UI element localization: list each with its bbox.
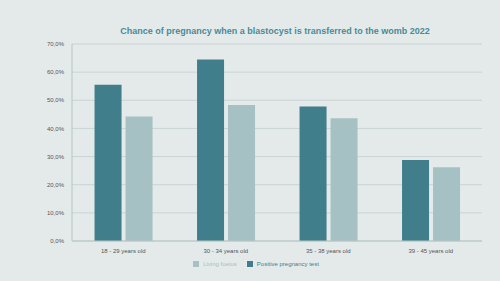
svg-text:60,0%: 60,0% xyxy=(47,69,65,75)
svg-text:30 - 34 years old: 30 - 34 years old xyxy=(203,248,248,254)
svg-text:70,0%: 70,0% xyxy=(47,41,65,47)
svg-text:39 - 45 years old: 39 - 45 years old xyxy=(408,248,453,254)
svg-text:35 - 38 years old: 35 - 38 years old xyxy=(306,248,351,254)
svg-text:10,0%: 10,0% xyxy=(47,210,65,216)
svg-text:40,0%: 40,0% xyxy=(47,126,65,132)
svg-text:20,0%: 20,0% xyxy=(47,182,65,188)
svg-text:18 - 29 years old: 18 - 29 years old xyxy=(101,248,146,254)
svg-text:0,0%: 0,0% xyxy=(50,238,64,244)
svg-text:50,0%: 50,0% xyxy=(47,97,65,103)
svg-text:30,0%: 30,0% xyxy=(47,154,65,160)
html-text:Living foetus: Living foetus xyxy=(203,261,237,267)
html-text:Positive pregnancy test: Positive pregnancy test xyxy=(256,261,319,267)
html-text:Chance of pregnancy when a bla: Chance of pregnancy when a blastocyst is… xyxy=(120,26,430,36)
